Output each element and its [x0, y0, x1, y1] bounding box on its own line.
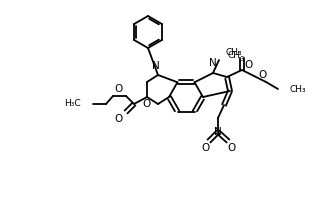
- Text: O: O: [201, 143, 209, 153]
- Text: O: O: [228, 143, 236, 153]
- Text: O: O: [244, 60, 252, 70]
- Text: O: O: [115, 84, 123, 94]
- Text: O: O: [143, 99, 151, 109]
- Text: CH: CH: [227, 52, 240, 60]
- Text: CH₃: CH₃: [225, 48, 242, 57]
- Text: CH₃: CH₃: [290, 84, 307, 94]
- Text: N: N: [214, 127, 222, 137]
- Text: N: N: [209, 58, 217, 68]
- Text: H₃C: H₃C: [64, 100, 81, 109]
- Text: O: O: [115, 114, 123, 124]
- Text: N: N: [152, 61, 160, 71]
- Text: O: O: [258, 70, 266, 80]
- Text: 3: 3: [239, 56, 244, 62]
